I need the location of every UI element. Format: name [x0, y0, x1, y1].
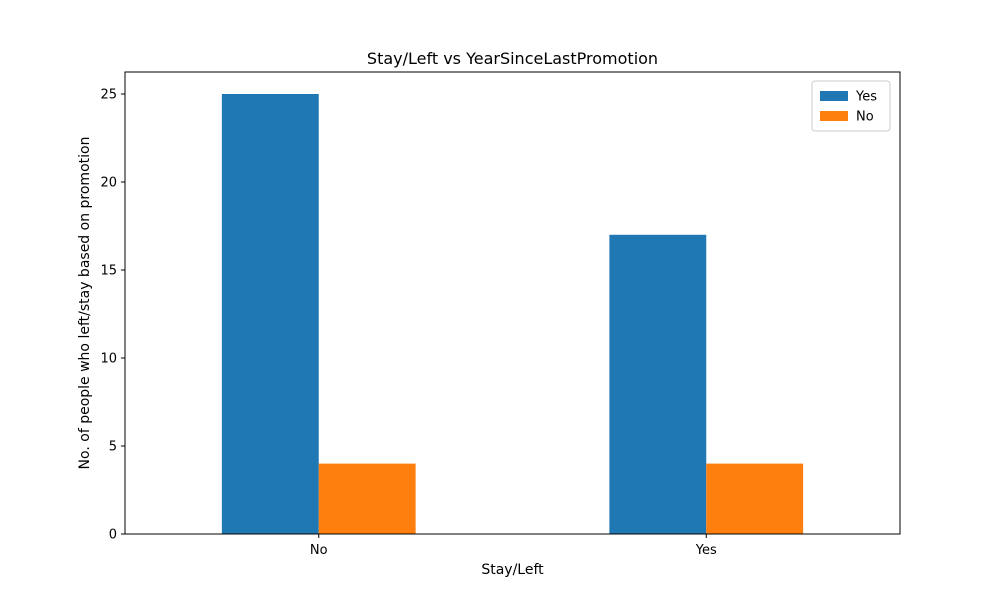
y-tick-label: 15: [100, 264, 117, 279]
y-tick-label: 5: [109, 440, 117, 455]
legend: Yes No: [811, 80, 891, 132]
bar-yes-no: [221, 94, 319, 534]
y-tick-label: 0: [109, 528, 117, 543]
y-tick-label: 10: [100, 352, 117, 367]
chart-title: Stay/Left vs YearSinceLastPromotion: [367, 49, 658, 68]
y-axis-label: No. of people who left/stay based on pro…: [77, 137, 93, 470]
bar-yes-yes: [609, 234, 707, 535]
legend-label-yes: Yes: [855, 90, 877, 105]
bar-no-yes: [706, 463, 804, 534]
legend-box: [811, 80, 891, 132]
bar-no-no: [318, 463, 416, 534]
y-tick-label: 20: [100, 176, 117, 191]
y-tick-label: 25: [100, 88, 117, 103]
legend-swatch-yes: [820, 91, 848, 101]
plot-frame: [124, 71, 901, 535]
legend-swatch-no: [820, 111, 848, 121]
x-tick-label: No: [310, 543, 328, 558]
bars-group: [221, 94, 804, 535]
x-tick-label: Yes: [695, 543, 717, 558]
legend-label-no: No: [856, 110, 874, 125]
axes-group: 0 5 10 15 20 25 No Yes: [100, 71, 901, 558]
x-axis-label: Stay/Left: [481, 562, 544, 578]
